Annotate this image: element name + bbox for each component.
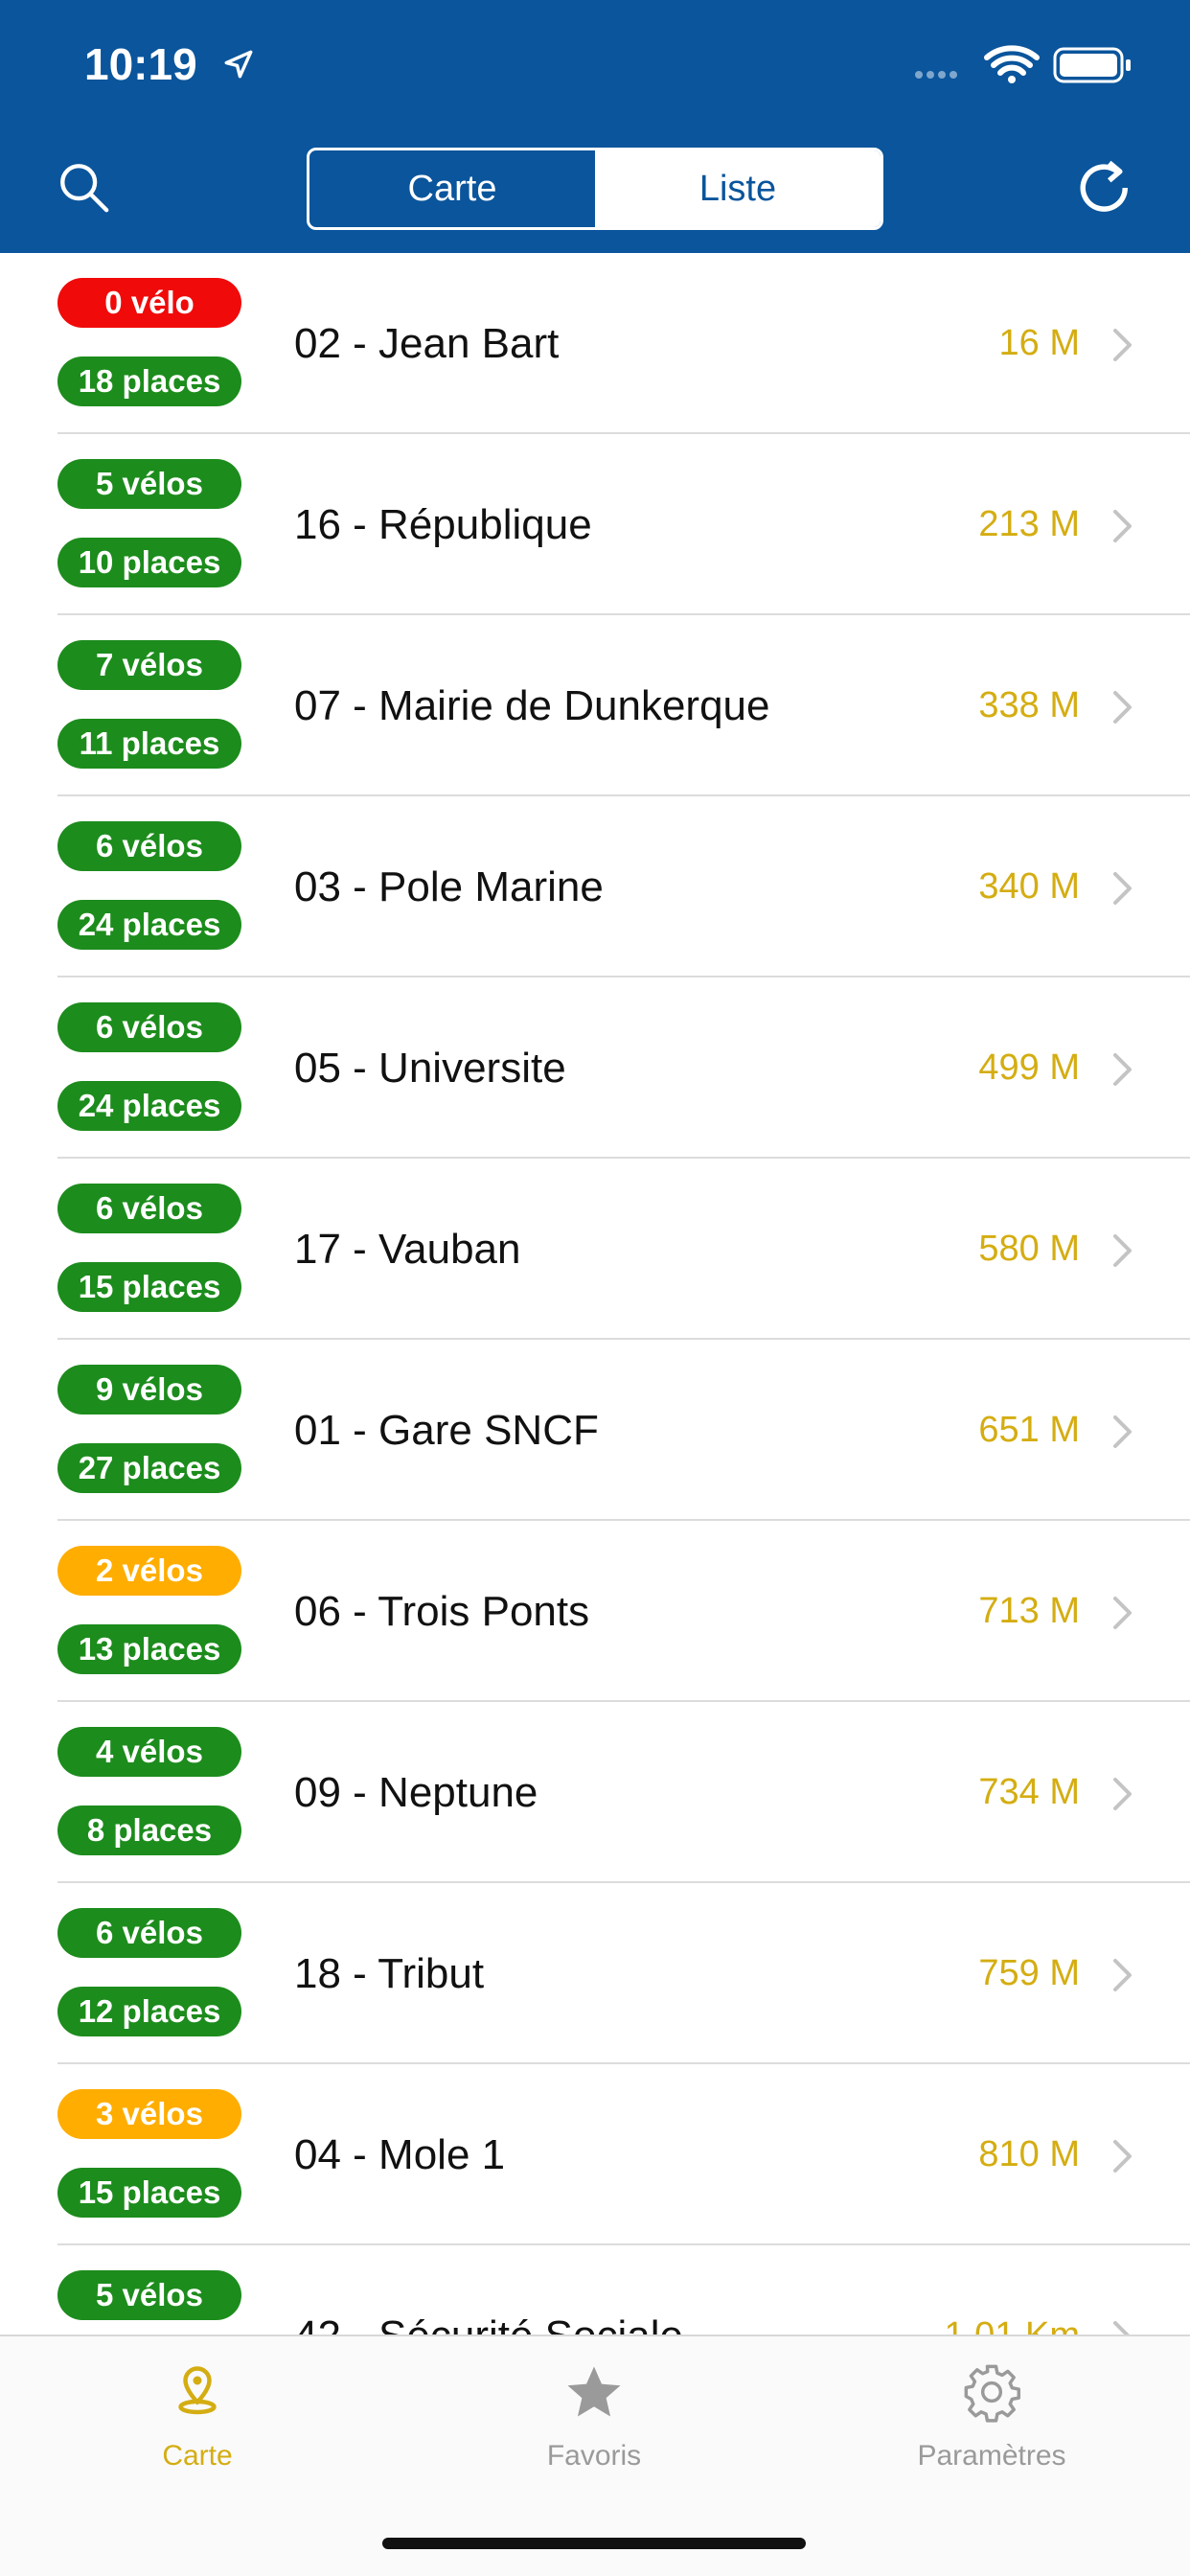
chevron [1113,872,1132,905]
tab[interactable]: Carte [54,2336,341,2472]
station-distance: 734 M [978,1772,1080,1812]
station-name: 02 - Jean Bart [294,319,560,367]
station-name: 03 - Pole Marine [294,862,604,910]
station-distance: 580 M [978,1229,1080,1269]
bikes-badge: 4 vélos [57,1727,241,1777]
status-time: 10:19 [84,39,197,89]
bikes-badge: 6 vélos [57,1908,241,1958]
station-name: 04 - Mole 1 [294,2130,506,2178]
places-badge: 15 places [57,1262,241,1312]
separator [57,2243,1190,2245]
tab-icon [450,2361,738,2429]
station-row[interactable]: 9 vélos 27 places 01 - Gare SNCF 651 M [0,1340,1190,1521]
station-row[interactable]: 6 vélos 24 places 03 - Pole Marine 340 M [0,796,1190,978]
station-distance: 338 M [978,685,1080,725]
station-row[interactable]: 6 vélos 12 places 18 - Tribut 759 M [0,1883,1190,2064]
station-row[interactable]: 3 vélos 15 places 04 - Mole 1 810 M [0,2064,1190,2245]
places-badge: 24 places [57,1081,241,1131]
chevron [1113,1234,1132,1267]
station-distance: 810 M [978,2134,1080,2174]
separator [57,794,1190,796]
bikes-badge: 6 vélos [57,1184,241,1233]
tab[interactable]: Favoris [450,2336,738,2472]
separator [57,1519,1190,1521]
bikes-badge: 2 vélos [57,1546,241,1596]
tab-icon [54,2361,341,2424]
station-distance: 499 M [978,1047,1080,1088]
home-indicator [382,2538,806,2549]
bikes-badge: 0 vélo [57,278,241,328]
separator [57,976,1190,978]
bikes-badge: 6 vélos [57,821,241,871]
station-distance: 16 M [998,323,1080,363]
places-badge: 18 places [57,356,241,406]
station-row[interactable]: 0 vélo 18 places 02 - Jean Bart 16 M [0,253,1190,434]
station-row[interactable]: 2 vélos 13 places 06 - Trois Ponts 713 M [0,1521,1190,1702]
station-row[interactable]: 4 vélos 8 places 09 - Neptune 734 M [0,1702,1190,1883]
places-badge: 12 places [57,1987,241,2036]
chevron [1113,1053,1132,1086]
station-name: 09 - Neptune [294,1768,538,1816]
station-distance: 213 M [978,504,1080,544]
tab-label: Carte [162,2440,233,2472]
bikes-badge: 5 vélos [57,459,241,509]
station-name: 01 - Gare SNCF [294,1406,599,1454]
tab-label: Paramètres [917,2440,1066,2472]
location-icon [224,50,253,79]
places-badge: 11 places [57,719,241,769]
station-distance: 759 M [978,1953,1080,1993]
chevron [1113,1415,1132,1448]
refresh-button[interactable] [1075,155,1138,220]
station-distance: 713 M [978,1591,1080,1631]
search-button[interactable] [56,159,111,215]
segment[interactable]: Carte [407,168,497,209]
chevron [1113,1597,1132,1629]
chevron [1113,1778,1132,1810]
station-name: 06 - Trois Ponts [294,1587,590,1635]
station-name: 17 - Vauban [294,1225,521,1273]
bikes-badge: 6 vélos [57,1002,241,1052]
separator [57,1700,1190,1702]
station-name: 16 - République [294,500,592,548]
bikes-badge: 3 vélos [57,2089,241,2139]
station-distance: 340 M [978,866,1080,907]
chevron [1113,2140,1132,2173]
chevron [1113,329,1132,361]
separator [57,613,1190,615]
places-badge: 10 places [57,538,241,587]
separator [57,1881,1190,1883]
places-badge: 24 places [57,900,241,950]
bikes-badge: 9 vélos [57,1365,241,1414]
chevron [1113,1959,1132,1991]
tab-label: Favoris [546,2440,642,2472]
separator [57,2062,1190,2064]
places-badge: 8 places [57,1806,241,1855]
places-badge: 27 places [57,1443,241,1493]
station-row[interactable]: 6 vélos 15 places 17 - Vauban 580 M [0,1159,1190,1340]
segmented-control: Carte Liste [307,148,883,230]
chevron [1113,691,1132,724]
separator [57,432,1190,434]
station-name: 18 - Tribut [294,1949,485,1997]
bikes-badge: 7 vélos [57,640,241,690]
places-badge: 13 places [57,1624,241,1674]
status-icons [915,45,1131,83]
header: 10:19 Carte Liste [0,0,1190,253]
bikes-badge: 5 vélos [57,2270,241,2320]
station-row[interactable]: 7 vélos 11 places 07 - Mairie de Dunkerque… [0,615,1190,796]
tab[interactable]: Paramètres [848,2336,1135,2472]
segment[interactable]: Liste [595,150,881,227]
station-distance: 651 M [978,1410,1080,1450]
station-row[interactable]: 6 vélos 24 places 05 - Universite 499 M [0,978,1190,1159]
station-name: 07 - Mairie de Dunkerque [294,681,770,729]
tab-bar: Carte Favoris Paramètres [0,2334,1190,2576]
separator [57,1338,1190,1340]
station-name: 05 - Universite [294,1044,566,1092]
separator [57,1157,1190,1159]
station-row[interactable]: 5 vélos 10 places 16 - République 213 M [0,434,1190,615]
chevron [1113,510,1132,542]
tab-icon [848,2361,1135,2427]
places-badge: 15 places [57,2168,241,2218]
